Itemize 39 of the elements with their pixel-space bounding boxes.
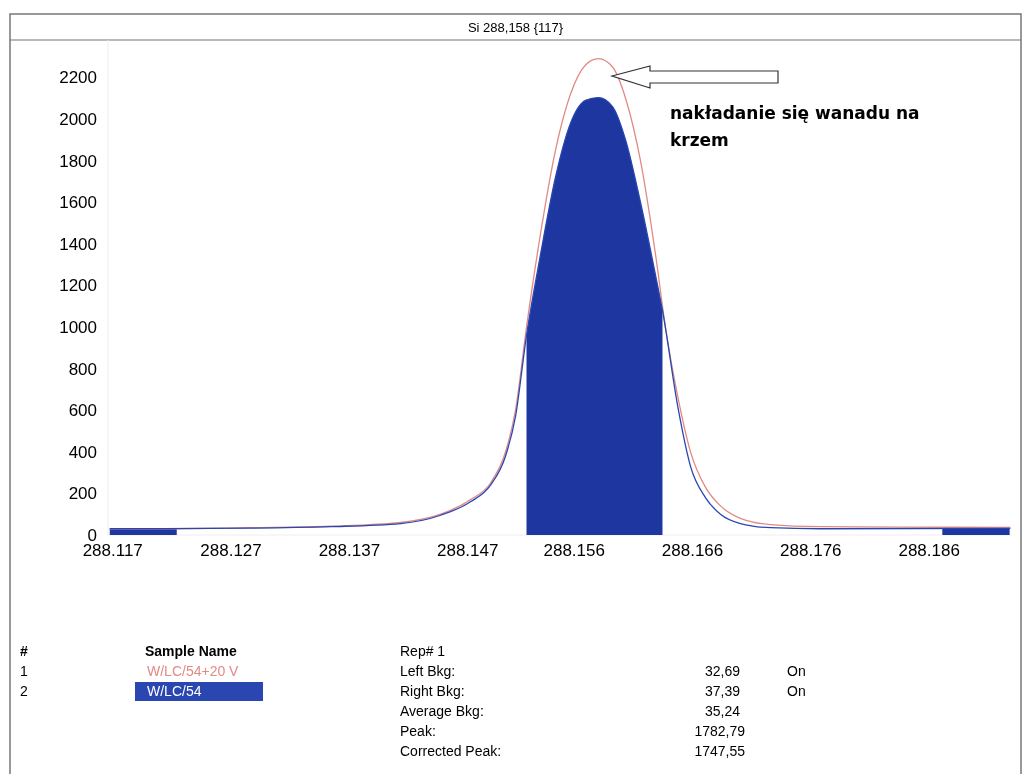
y-tick-label: 1400 bbox=[59, 234, 97, 254]
text: # bbox=[20, 643, 28, 659]
text: Right Bkg: bbox=[400, 683, 465, 699]
text: Sample Name bbox=[145, 643, 238, 659]
annotation: nakładanie się wanadu na krzem bbox=[670, 103, 920, 150]
text: 32,69 bbox=[704, 663, 741, 679]
x-tick-label: 288.176 bbox=[780, 541, 842, 560]
x-tick-label: 288.186 bbox=[898, 541, 960, 560]
text: W/LC/54 bbox=[147, 683, 202, 699]
y-tick-label: 1200 bbox=[59, 276, 97, 296]
text: Average Bkg: bbox=[400, 703, 484, 719]
y-tick-label: 200 bbox=[68, 484, 97, 504]
y-tick-label: 800 bbox=[68, 359, 97, 379]
y-tick-label: 1600 bbox=[59, 193, 97, 213]
x-tick-label: 288.127 bbox=[200, 541, 262, 560]
text: Peak: bbox=[400, 723, 436, 739]
text: 35,24 bbox=[704, 703, 741, 719]
text: 1782,79 bbox=[694, 723, 746, 739]
text: On bbox=[787, 663, 806, 679]
y-tick-label: 400 bbox=[68, 442, 97, 462]
chart-title: Si 288,158 {117} bbox=[467, 20, 564, 35]
text: 37,39 bbox=[704, 683, 741, 699]
text: On bbox=[787, 683, 806, 699]
text: Corrected Peak: bbox=[400, 743, 502, 759]
y-tick-label: 2200 bbox=[59, 68, 97, 88]
x-tick-label: 288.147 bbox=[436, 541, 499, 560]
x-tick-label: 288.166 bbox=[661, 541, 724, 560]
text: Left Bkg: bbox=[400, 663, 456, 679]
text: 1747,55 bbox=[694, 743, 746, 759]
text: W/LC/54+20 V bbox=[147, 663, 240, 679]
x-tick-label: 288.156 bbox=[543, 541, 605, 560]
y-tick-label: 1800 bbox=[59, 151, 97, 171]
y-tick-label: 600 bbox=[68, 401, 97, 421]
text: 1 bbox=[20, 663, 28, 679]
y-tick-label: 2000 bbox=[59, 109, 97, 129]
y-tick-label: 1000 bbox=[59, 317, 97, 337]
text: 2 bbox=[20, 683, 28, 699]
x-tick-label: 288.137 bbox=[318, 541, 381, 560]
text: Rep# 1 bbox=[400, 643, 446, 659]
